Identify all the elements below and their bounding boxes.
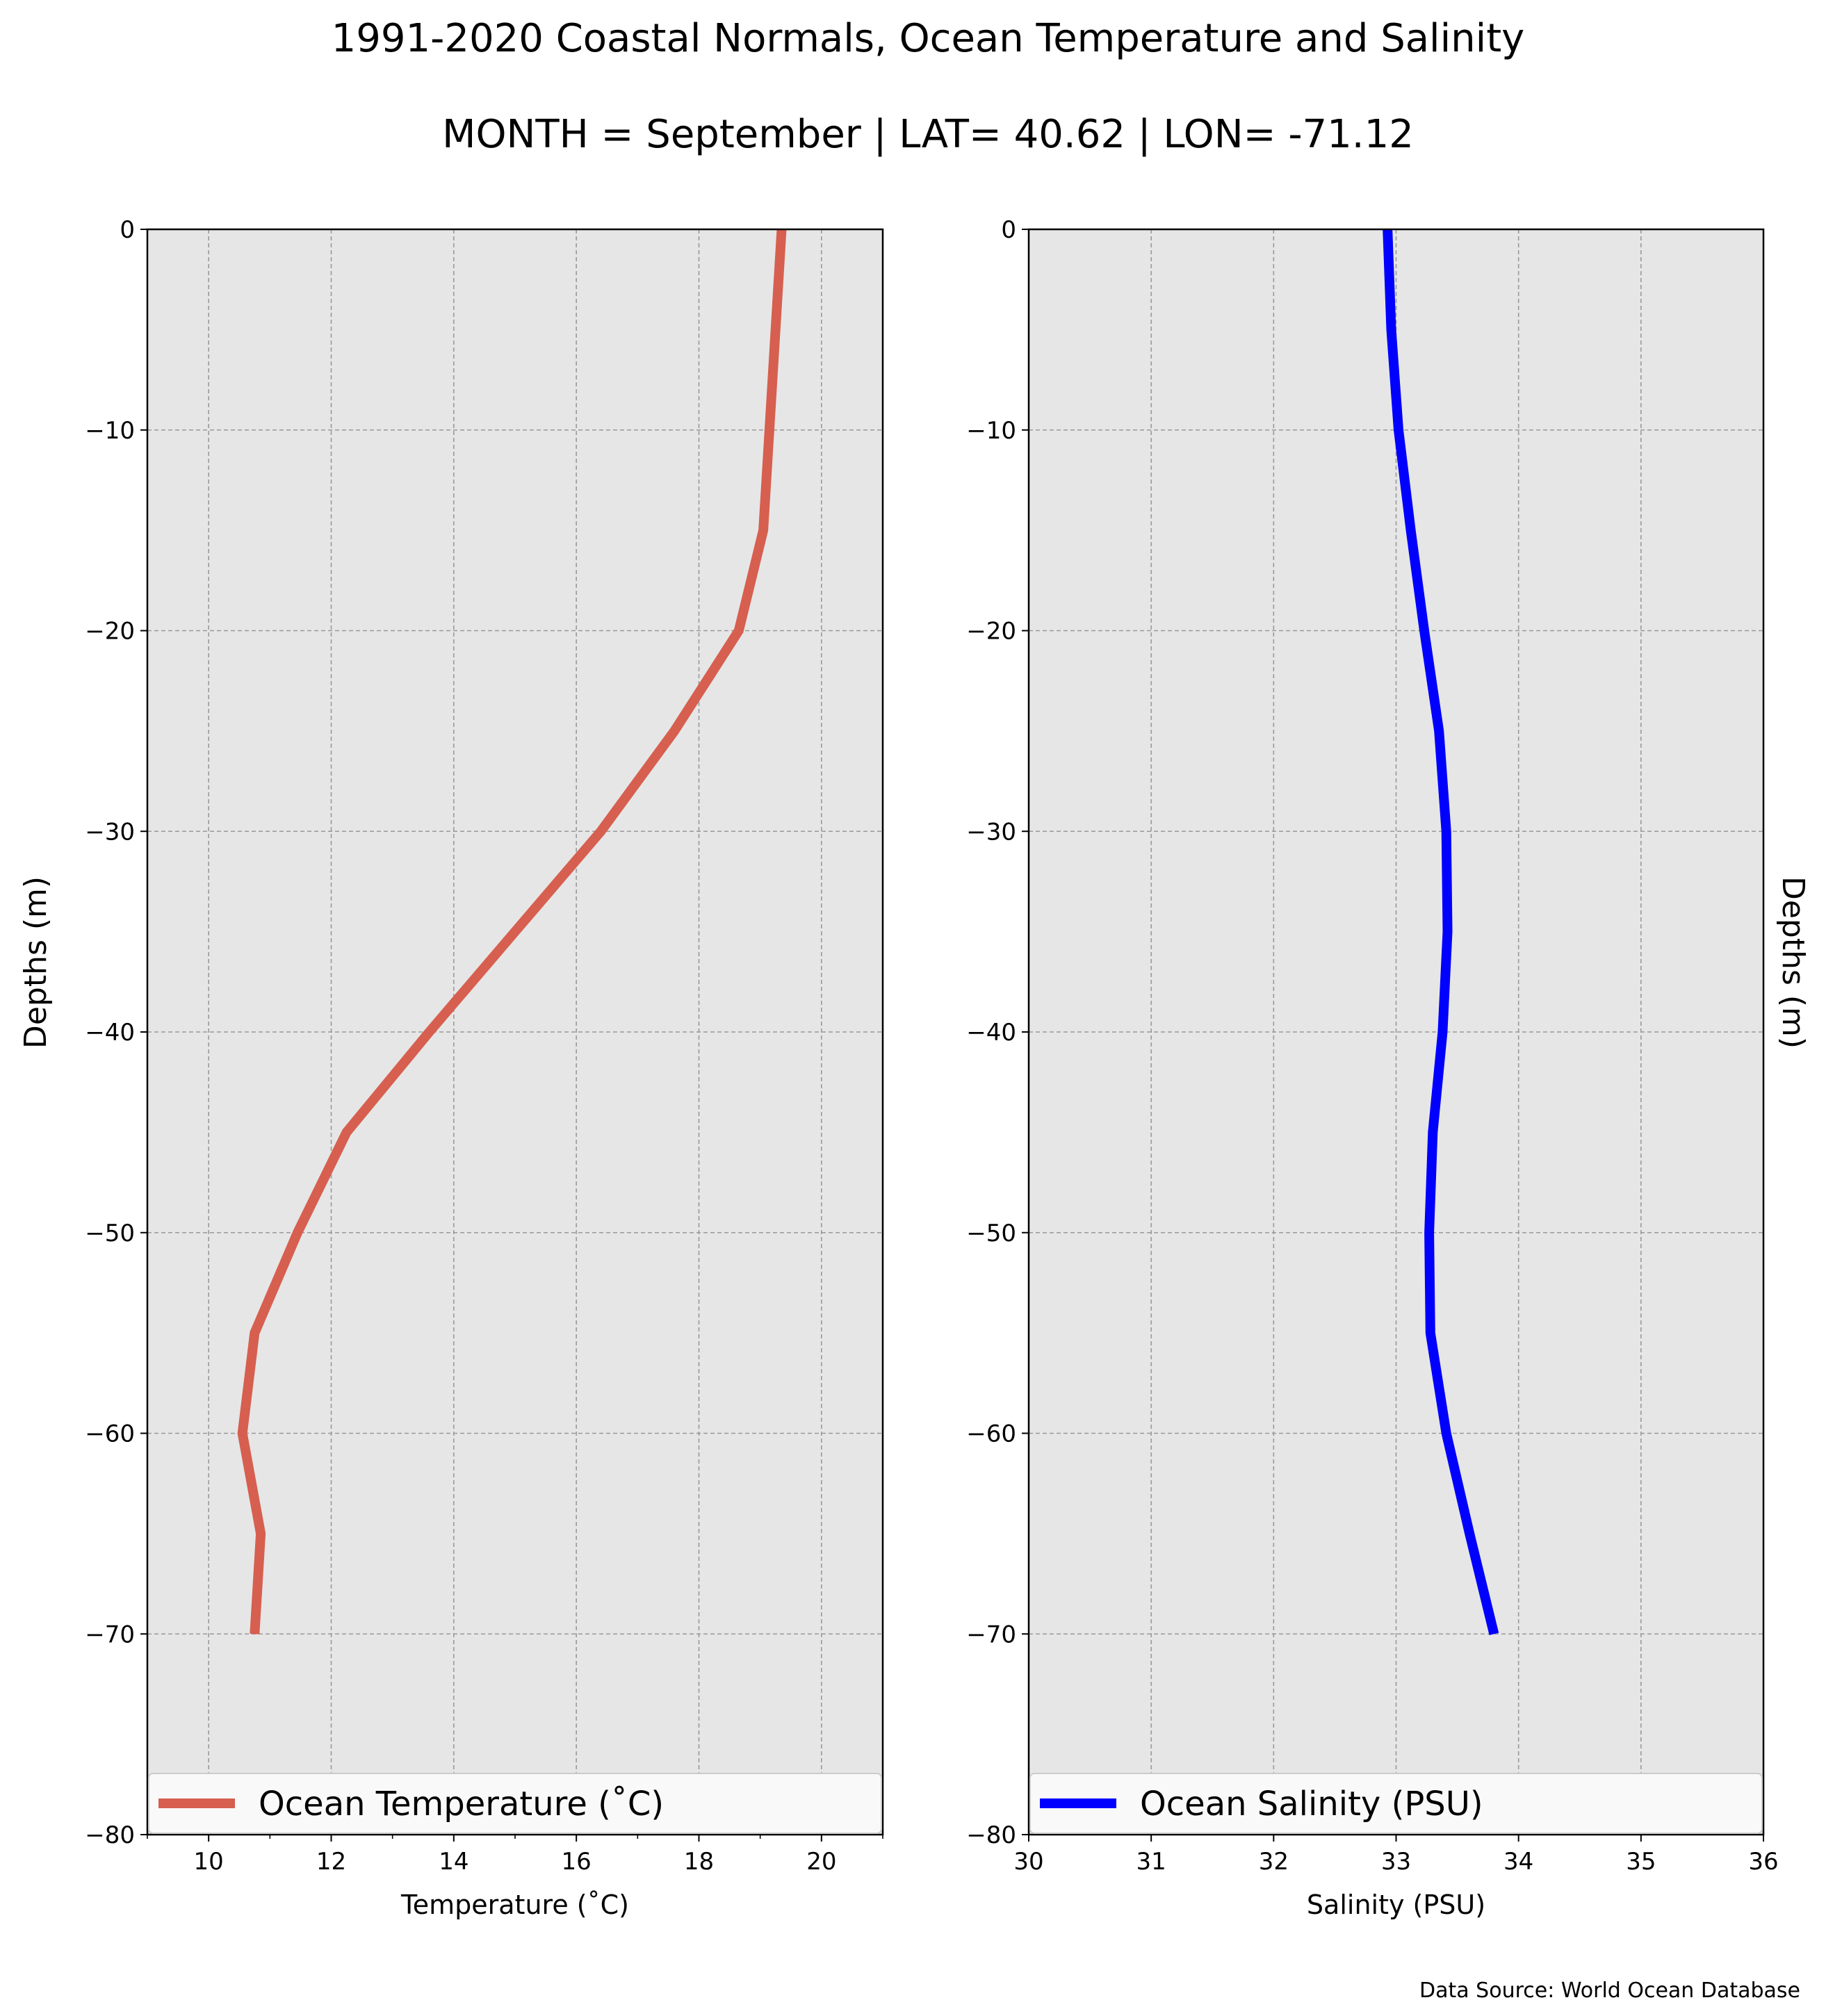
legend-label: Ocean Salinity (PSU) (1140, 1785, 1483, 1824)
x-tick-label: 12 (316, 1848, 346, 1876)
left-y-axis-label: Depths (m) (18, 876, 54, 1049)
y-tick-label: −80 (85, 1821, 135, 1849)
x-tick-label: 30 (1013, 1848, 1043, 1876)
y-tick-label: −30 (966, 818, 1016, 846)
x-tick-label: 36 (1748, 1848, 1778, 1876)
y-tick-label: −60 (966, 1420, 1016, 1448)
x-axis-label: Salinity (PSU) (1307, 1890, 1485, 1920)
x-tick-label: 16 (562, 1848, 592, 1876)
legend-box (1029, 1773, 1763, 1834)
y-tick-label: −70 (85, 1621, 135, 1648)
data-source-note: Data Source: World Ocean Database (1419, 1978, 1800, 2003)
x-tick-label: 32 (1259, 1848, 1289, 1876)
x-tick-label: 35 (1626, 1848, 1656, 1876)
y-tick-label: −50 (966, 1220, 1016, 1247)
x-tick-label: 18 (684, 1848, 714, 1876)
y-tick-label: −20 (85, 618, 135, 646)
y-tick-label: −30 (85, 818, 135, 846)
temperature-panel: 10 12 14 16 18 20 0 −10 −20 −30 −40 −50 −60 −70 −80 Tem… (85, 216, 884, 1920)
y-tick-label: −10 (966, 417, 1016, 445)
figure-title: 1991-2020 Coastal Normals, Ocean Tempera… (332, 16, 1525, 61)
x-tick-label: 10 (194, 1848, 224, 1876)
legend: Ocean Temperature (˚C) (148, 1773, 882, 1834)
y-tick-label: −50 (85, 1220, 135, 1247)
x-tick-label: 34 (1503, 1848, 1533, 1876)
legend-label: Ocean Temperature (˚C) (259, 1785, 664, 1824)
series-line-salinity (1383, 229, 1499, 1635)
x-tick-label: 31 (1136, 1848, 1166, 1876)
y-tick-label: −80 (966, 1821, 1016, 1849)
y-tick-label: −10 (85, 417, 135, 445)
y-tick-label: −70 (966, 1621, 1016, 1648)
series-line-temperature (237, 229, 787, 1634)
x-tick-label: 14 (439, 1848, 468, 1876)
y-tick-label: −60 (85, 1420, 135, 1448)
x-tick-label: 20 (806, 1848, 836, 1876)
x-axis-label: Temperature (˚C) (400, 1890, 629, 1920)
legend-box (148, 1773, 882, 1834)
y-tick-label: 0 (1001, 216, 1016, 244)
x-tick-label: 33 (1381, 1848, 1411, 1876)
salinity-panel: 30 31 32 33 34 35 36 0 −10 −20 −30 −40 −50 −60 −70 −80 S… (966, 216, 1778, 1920)
y-tick-label: −20 (966, 618, 1016, 646)
figure-subtitle: MONTH = September | LAT= 40.62 | LON= -7… (442, 112, 1414, 157)
legend: Ocean Salinity (PSU) (1029, 1773, 1763, 1834)
y-tick-label: 0 (120, 216, 135, 244)
right-y-axis-label: Depths (m) (1775, 876, 1811, 1049)
y-tick-label: −40 (85, 1019, 135, 1047)
y-tick-label: −40 (966, 1019, 1016, 1047)
